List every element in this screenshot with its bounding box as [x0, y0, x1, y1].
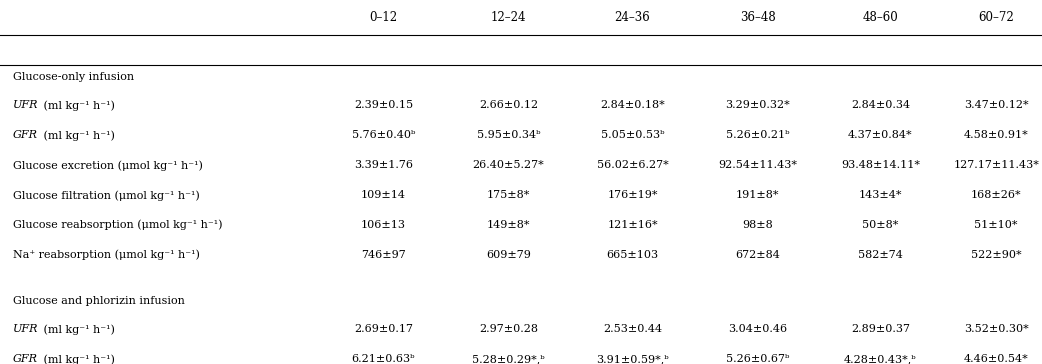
Text: UFR: UFR [13, 324, 38, 334]
Text: 2.97±0.28: 2.97±0.28 [479, 324, 538, 334]
Text: 2.84±0.34: 2.84±0.34 [851, 100, 910, 110]
Text: Glucose filtration (μmol kg⁻¹ h⁻¹): Glucose filtration (μmol kg⁻¹ h⁻¹) [13, 190, 199, 201]
Text: 582±74: 582±74 [858, 250, 903, 260]
Text: 2.66±0.12: 2.66±0.12 [479, 100, 538, 110]
Text: 121±16*: 121±16* [607, 220, 658, 230]
Text: 4.58±0.91*: 4.58±0.91* [964, 130, 1028, 140]
Text: Glucose reabsorption (μmol kg⁻¹ h⁻¹): Glucose reabsorption (μmol kg⁻¹ h⁻¹) [13, 220, 222, 230]
Text: 5.05±0.53ᵇ: 5.05±0.53ᵇ [601, 130, 664, 140]
Text: 3.04±0.46: 3.04±0.46 [728, 324, 787, 334]
Text: 4.37±0.84*: 4.37±0.84* [848, 130, 913, 140]
Text: UFR: UFR [13, 100, 38, 110]
Text: 48–60: 48–60 [863, 11, 898, 24]
Text: 2.84±0.18*: 2.84±0.18* [600, 100, 665, 110]
Text: 109±14: 109±14 [361, 190, 406, 200]
Text: 672±84: 672±84 [735, 250, 780, 260]
Text: 6.21±0.63ᵇ: 6.21±0.63ᵇ [352, 354, 415, 364]
Text: 2.53±0.44: 2.53±0.44 [603, 324, 662, 334]
Text: 3.29±0.32*: 3.29±0.32* [725, 100, 790, 110]
Text: 51±10*: 51±10* [974, 220, 1018, 230]
Text: (ml kg⁻¹ h⁻¹): (ml kg⁻¹ h⁻¹) [40, 324, 115, 335]
Text: 3.39±1.76: 3.39±1.76 [354, 160, 413, 170]
Text: 168±26*: 168±26* [971, 190, 1021, 200]
Text: 175±8*: 175±8* [487, 190, 530, 200]
Text: 3.47±0.12*: 3.47±0.12* [964, 100, 1028, 110]
Text: 3.52±0.30*: 3.52±0.30* [964, 324, 1028, 334]
Text: 0–12: 0–12 [370, 11, 397, 24]
Text: 12–24: 12–24 [491, 11, 526, 24]
Text: (ml kg⁻¹ h⁻¹): (ml kg⁻¹ h⁻¹) [40, 130, 115, 141]
Text: 93.48±14.11*: 93.48±14.11* [841, 160, 920, 170]
Text: Na⁺ reabsorption (μmol kg⁻¹ h⁻¹): Na⁺ reabsorption (μmol kg⁻¹ h⁻¹) [13, 250, 199, 260]
Text: 143±4*: 143±4* [859, 190, 902, 200]
Text: 36–48: 36–48 [740, 11, 775, 24]
Text: 609±79: 609±79 [486, 250, 531, 260]
Text: 60–72: 60–72 [978, 11, 1014, 24]
Text: 191±8*: 191±8* [736, 190, 779, 200]
Text: 5.26±0.67ᵇ: 5.26±0.67ᵇ [726, 354, 789, 364]
Text: 149±8*: 149±8* [487, 220, 530, 230]
Text: 2.39±0.15: 2.39±0.15 [354, 100, 413, 110]
Text: 24–36: 24–36 [615, 11, 650, 24]
Text: Glucose-only infusion: Glucose-only infusion [13, 72, 133, 82]
Text: 50±8*: 50±8* [863, 220, 898, 230]
Text: 106±13: 106±13 [361, 220, 406, 230]
Text: (ml kg⁻¹ h⁻¹): (ml kg⁻¹ h⁻¹) [40, 354, 115, 364]
Text: GFR: GFR [13, 354, 38, 364]
Text: 56.02±6.27*: 56.02±6.27* [597, 160, 668, 170]
Text: 522±90*: 522±90* [971, 250, 1021, 260]
Text: 4.28±0.43*,ᵇ: 4.28±0.43*,ᵇ [844, 354, 917, 364]
Text: 5.28±0.29*,ᵇ: 5.28±0.29*,ᵇ [472, 354, 545, 364]
Text: 2.89±0.37: 2.89±0.37 [851, 324, 910, 334]
Text: 665±103: 665±103 [606, 250, 659, 260]
Text: 5.95±0.34ᵇ: 5.95±0.34ᵇ [477, 130, 540, 140]
Text: 26.40±5.27*: 26.40±5.27* [473, 160, 544, 170]
Text: 5.76±0.40ᵇ: 5.76±0.40ᵇ [352, 130, 415, 140]
Text: 2.69±0.17: 2.69±0.17 [354, 324, 413, 334]
Text: 92.54±11.43*: 92.54±11.43* [718, 160, 797, 170]
Text: 4.46±0.54*: 4.46±0.54* [964, 354, 1028, 364]
Text: 176±19*: 176±19* [607, 190, 658, 200]
Text: GFR: GFR [13, 130, 38, 140]
Text: Glucose excretion (μmol kg⁻¹ h⁻¹): Glucose excretion (μmol kg⁻¹ h⁻¹) [13, 160, 202, 171]
Text: Glucose and phlorizin infusion: Glucose and phlorizin infusion [13, 296, 184, 306]
Text: 3.91±0.59*,ᵇ: 3.91±0.59*,ᵇ [596, 354, 669, 364]
Text: (ml kg⁻¹ h⁻¹): (ml kg⁻¹ h⁻¹) [40, 100, 115, 111]
Text: 127.17±11.43*: 127.17±11.43* [953, 160, 1039, 170]
Text: 5.26±0.21ᵇ: 5.26±0.21ᵇ [726, 130, 789, 140]
Text: 98±8: 98±8 [742, 220, 773, 230]
Text: 746±97: 746±97 [362, 250, 405, 260]
